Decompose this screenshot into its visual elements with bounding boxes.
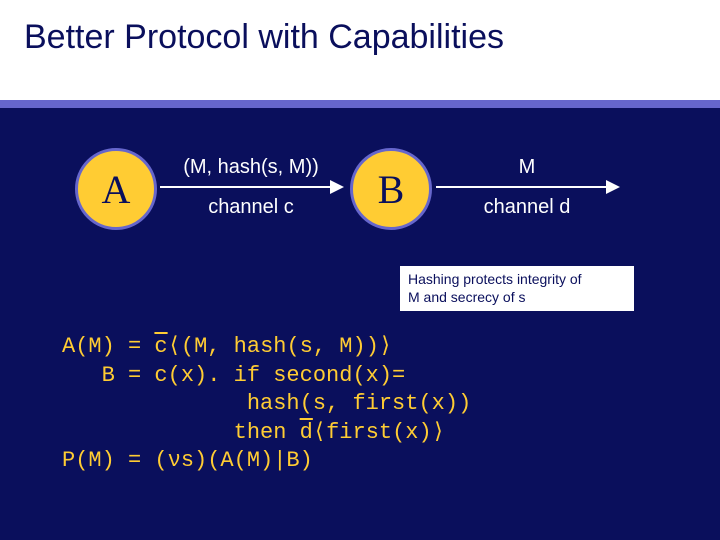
note-line2: M and secrecy of s — [408, 289, 526, 305]
eq-l3: hash(s, first(x)) — [62, 391, 471, 416]
eq-l2: B = c(x). if second(x)= — [62, 363, 405, 388]
arrow2-top-label: M — [436, 156, 618, 179]
eq-l1b: c — [154, 334, 167, 359]
note-box: Hashing protects integrity of M and secr… — [398, 264, 636, 313]
slide-title: Better Protocol with Capabilities — [24, 18, 504, 57]
eq-l4c: ⟨first(x)⟩ — [313, 420, 445, 445]
node-a: A — [75, 148, 157, 230]
arrow1-bottom-label: channel c — [160, 196, 342, 219]
arrow2 — [436, 186, 618, 188]
arrow1 — [160, 186, 342, 188]
arrow2-bottom-label: channel d — [436, 196, 618, 219]
eq-l4a: then — [62, 420, 300, 445]
title-rule — [0, 86, 720, 108]
eq-l1c: ⟨(M, hash(s, M))⟩ — [168, 334, 393, 359]
note-line1: Hashing protects integrity of — [408, 271, 582, 287]
equations: A(M) = c⟨(M, hash(s, M))⟩ B = c(x). if s… — [62, 333, 471, 476]
eq-l1a: A(M) = — [62, 334, 154, 359]
node-b: B — [350, 148, 432, 230]
title-bar: Better Protocol with Capabilities — [0, 0, 720, 86]
eq-l5: P(M) = (νs)(A(M)|B) — [62, 448, 313, 473]
arrow1-top-label: (M, hash(s, M)) — [160, 156, 342, 179]
eq-l4b: d — [300, 420, 313, 445]
slide-body: A B (M, hash(s, M)) channel c M channel … — [0, 108, 720, 540]
